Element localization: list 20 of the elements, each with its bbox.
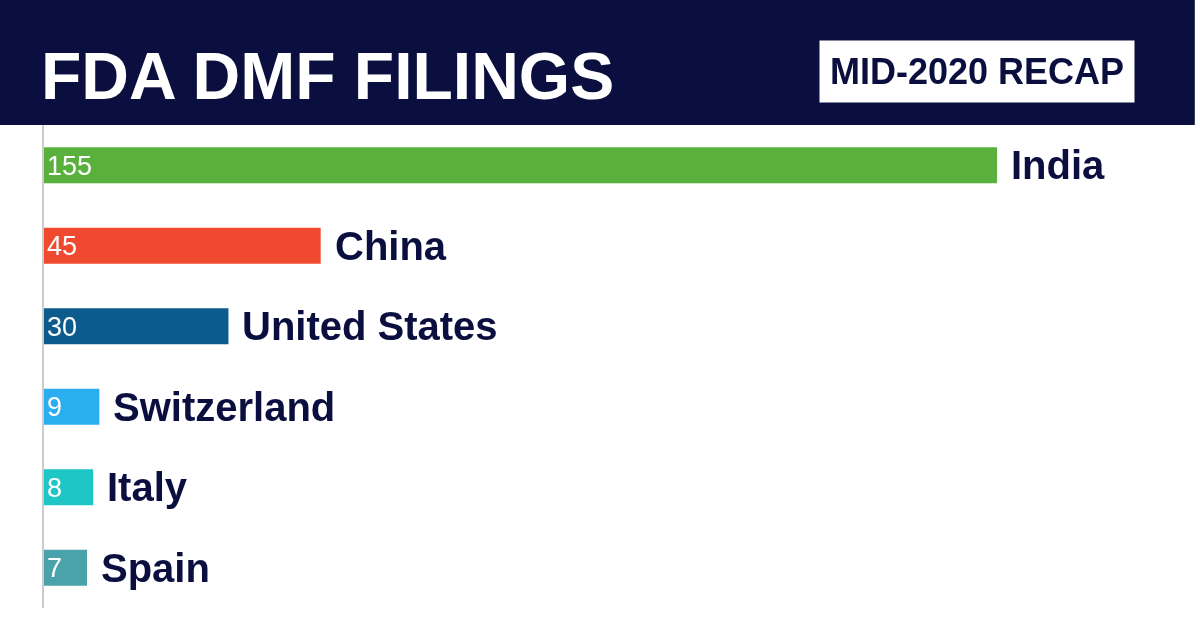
chart-title: FDA DMF FILINGS (41, 39, 615, 113)
y-tick-label: Italy (107, 465, 188, 509)
y-tick-label: United States (242, 304, 498, 348)
data-label: 155 (47, 150, 93, 181)
bar (44, 147, 998, 184)
y-tick-label: China (335, 224, 447, 268)
data-label: 9 (47, 392, 63, 423)
data-label: 8 (47, 472, 63, 503)
y-tick-label: India (1011, 143, 1106, 187)
bar (44, 549, 88, 586)
bar (44, 227, 321, 264)
bar (44, 469, 94, 506)
y-tick-label: Switzerland (113, 385, 336, 429)
chart-subtitle: MID-2020 RECAP (830, 51, 1125, 92)
data-label: 45 (47, 231, 78, 262)
y-tick-label: Spain (101, 546, 210, 590)
bar (44, 388, 100, 425)
data-label: 30 (47, 311, 78, 342)
data-label: 7 (47, 553, 63, 584)
bar (44, 308, 229, 345)
